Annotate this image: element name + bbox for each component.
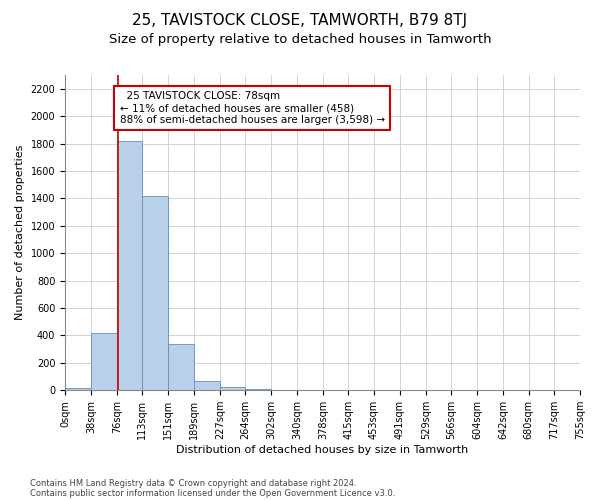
Bar bbox=[65, 388, 91, 390]
Bar bbox=[245, 389, 271, 390]
Text: Size of property relative to detached houses in Tamworth: Size of property relative to detached ho… bbox=[109, 32, 491, 46]
Text: 25 TAVISTOCK CLOSE: 78sqm
← 11% of detached houses are smaller (458)
88% of semi: 25 TAVISTOCK CLOSE: 78sqm ← 11% of detac… bbox=[119, 92, 385, 124]
Text: Contains HM Land Registry data © Crown copyright and database right 2024.: Contains HM Land Registry data © Crown c… bbox=[30, 478, 356, 488]
Bar bbox=[168, 344, 194, 390]
Bar bbox=[117, 141, 142, 390]
Bar bbox=[142, 196, 168, 390]
Bar bbox=[220, 387, 245, 390]
Text: Contains public sector information licensed under the Open Government Licence v3: Contains public sector information licen… bbox=[30, 488, 395, 498]
Text: 25, TAVISTOCK CLOSE, TAMWORTH, B79 8TJ: 25, TAVISTOCK CLOSE, TAMWORTH, B79 8TJ bbox=[133, 12, 467, 28]
Bar bbox=[91, 332, 117, 390]
Y-axis label: Number of detached properties: Number of detached properties bbox=[15, 145, 25, 320]
X-axis label: Distribution of detached houses by size in Tamworth: Distribution of detached houses by size … bbox=[176, 445, 469, 455]
Bar bbox=[194, 380, 220, 390]
